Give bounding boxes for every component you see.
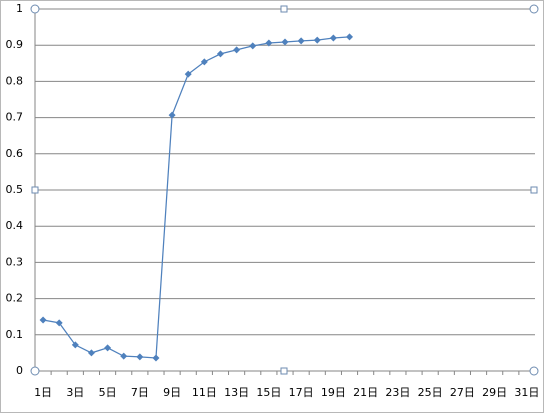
x-tick-label: 13日 bbox=[224, 386, 249, 399]
data-point bbox=[233, 46, 241, 54]
data-point bbox=[200, 58, 208, 66]
handle bbox=[529, 4, 539, 14]
data-point bbox=[216, 50, 224, 58]
handle bbox=[31, 186, 39, 194]
y-tick-label: 0.6 bbox=[6, 147, 24, 160]
data-point bbox=[184, 70, 192, 78]
data-point bbox=[120, 352, 128, 360]
selection-handles bbox=[30, 4, 539, 376]
handle bbox=[30, 4, 40, 14]
handle bbox=[529, 366, 539, 376]
handle bbox=[280, 367, 288, 375]
x-tick-label: 7日 bbox=[131, 386, 149, 399]
data-point bbox=[39, 316, 47, 324]
x-tick-label: 29日 bbox=[482, 386, 507, 399]
data-point bbox=[168, 111, 176, 119]
x-tick-label: 15日 bbox=[256, 386, 281, 399]
x-tick-label: 27日 bbox=[450, 386, 475, 399]
data-point bbox=[297, 37, 305, 45]
x-tick-label: 23日 bbox=[385, 386, 410, 399]
data-point bbox=[55, 319, 63, 327]
data-point bbox=[87, 349, 95, 357]
x-tick-label: 21日 bbox=[353, 386, 378, 399]
handle bbox=[30, 366, 40, 376]
y-tick-label: 0.3 bbox=[6, 255, 24, 268]
data-point bbox=[281, 38, 289, 46]
data-point bbox=[313, 36, 321, 44]
data-point bbox=[329, 34, 337, 42]
x-tick-label: 3日 bbox=[66, 386, 84, 399]
x-tick-label: 31日 bbox=[514, 386, 539, 399]
data-point bbox=[152, 354, 160, 362]
data-point bbox=[71, 341, 79, 349]
y-tick-label: 0.7 bbox=[6, 111, 24, 124]
x-tick-label: 1日 bbox=[34, 386, 52, 399]
handle bbox=[280, 5, 288, 13]
y-tick-label: 1 bbox=[16, 2, 23, 15]
handle bbox=[530, 186, 538, 194]
x-tick-label: 5日 bbox=[99, 386, 117, 399]
y-tick-label: 0.4 bbox=[6, 219, 24, 232]
y-tick-label: 0.2 bbox=[6, 292, 24, 305]
x-tick-label: 19日 bbox=[321, 386, 346, 399]
y-tick-label: 0.5 bbox=[6, 183, 24, 196]
y-tick-label: 0.8 bbox=[6, 74, 24, 87]
x-tick-label: 11日 bbox=[192, 386, 217, 399]
x-tick-label: 9日 bbox=[163, 386, 181, 399]
data-point bbox=[136, 353, 144, 361]
x-tick-label: 17日 bbox=[289, 386, 314, 399]
x-tick-label: 25日 bbox=[418, 386, 443, 399]
data-point bbox=[346, 33, 354, 41]
y-tick-label: 0.9 bbox=[6, 38, 24, 51]
y-tick-label: 0.1 bbox=[6, 328, 24, 341]
data-point bbox=[265, 39, 273, 47]
y-tick-label: 0 bbox=[16, 364, 23, 377]
data-point bbox=[249, 42, 257, 50]
data-point bbox=[104, 344, 112, 352]
